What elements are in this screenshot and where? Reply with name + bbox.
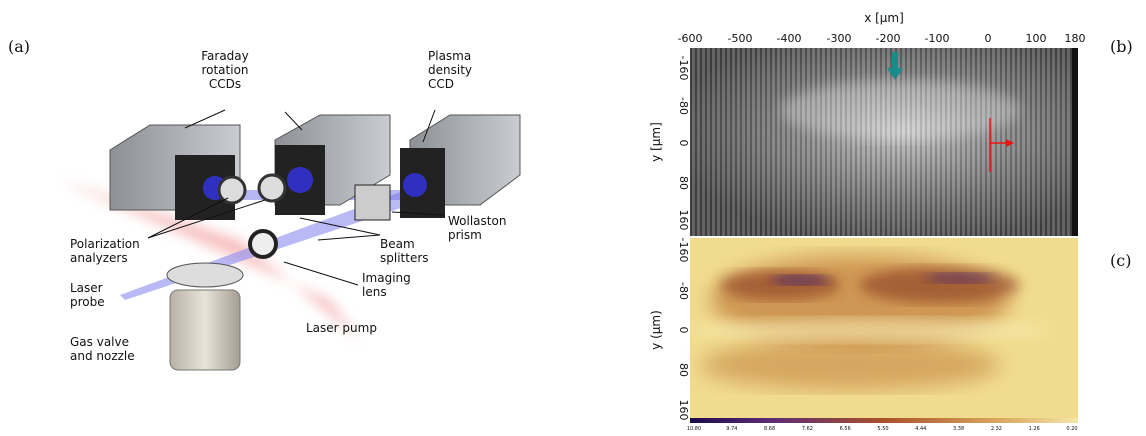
callout-lines <box>147 109 446 286</box>
x-tick-label: 100 <box>1026 32 1047 45</box>
colorbar-tick-label: 7.62 <box>802 426 813 432</box>
prism <box>354 184 391 221</box>
analyzer <box>217 175 247 205</box>
colorbar-tick-label: 10.80 <box>687 426 701 432</box>
schematic-label: Polarization <box>70 237 140 251</box>
schematic-label: splitters <box>380 251 429 265</box>
nozzle <box>169 289 241 371</box>
schematic-label: density <box>428 63 472 77</box>
schematic-label: Plasma <box>428 49 471 63</box>
colorbar-tick-label: 1.26 <box>1029 426 1040 432</box>
schematic-label: probe <box>70 295 105 309</box>
laser-arrow <box>989 118 1008 172</box>
x-tick-label: 0 <box>985 32 992 45</box>
x-tick-label: -300 <box>827 32 852 45</box>
camera <box>400 114 521 218</box>
schematic-label: rotation <box>201 63 248 77</box>
gas-flow-arrow <box>887 68 903 80</box>
colorbar-tick-label: 8.68 <box>764 426 775 432</box>
interferogram <box>690 48 1078 236</box>
colorbar-tick-label: 5.50 <box>877 426 888 432</box>
lens <box>248 229 278 259</box>
y-tick-label: 80 <box>677 363 690 377</box>
y-tick-label: 160 <box>677 210 690 231</box>
density-map <box>690 238 1078 423</box>
laser-arrow <box>1006 139 1014 147</box>
camera <box>109 124 241 220</box>
colorbar-tick-label: 6.56 <box>840 426 851 432</box>
y-tick-label: 80 <box>677 176 690 190</box>
schematic-label: Faraday <box>201 49 249 63</box>
x-tick-label: -600 <box>678 32 703 45</box>
schematic-label: analyzers <box>70 251 128 265</box>
schematic-label: Gas valve <box>70 335 129 349</box>
y-tick-label: 160 <box>677 400 690 421</box>
schematic-label: CCD <box>428 77 454 91</box>
analyzer <box>257 173 287 203</box>
y-tick-label: -80 <box>677 97 690 115</box>
colorbar-tick-label: 4.44 <box>915 426 926 432</box>
colorbar-tick-label: 3.38 <box>953 426 964 432</box>
colorbar <box>690 418 1078 423</box>
schematic-label: Wollaston <box>448 214 506 228</box>
y-tick-label: -160 <box>677 238 690 263</box>
colorbar-tick-label: 0.20 <box>1066 426 1077 432</box>
y-axis-label: y (μm) <box>649 310 663 350</box>
y-tick-label: -80 <box>677 282 690 300</box>
schematic-label: Imaging <box>362 271 411 285</box>
x-tick-label: -200 <box>876 32 901 45</box>
schematic-label: Beam <box>380 237 415 251</box>
y-tick-label: 0 <box>677 327 690 334</box>
y-tick-label: -160 <box>677 56 690 81</box>
x-axis-label: x [μm] <box>864 11 904 25</box>
schematic-label: Laser pump <box>306 321 377 335</box>
schematic-label: CCDs <box>209 77 241 91</box>
panel-label: (c) <box>1110 251 1131 270</box>
nozzle-top <box>166 262 244 288</box>
x-tick-label: -400 <box>777 32 802 45</box>
panel-label: (a) <box>8 37 30 56</box>
y-tick-label: 0 <box>677 140 690 147</box>
x-tick-label: -500 <box>728 32 753 45</box>
schematic-label: Laser <box>70 281 103 295</box>
schematic <box>60 109 521 371</box>
colorbar-tick-label: 2.32 <box>991 426 1002 432</box>
colorbar-tick-label: 9.74 <box>726 426 737 432</box>
schematic-label: and nozzle <box>70 349 135 363</box>
x-tick-label: -100 <box>925 32 950 45</box>
panel-label: (b) <box>1110 37 1133 56</box>
schematic-label: prism <box>448 228 482 242</box>
schematic-label: lens <box>362 285 387 299</box>
x-tick-label: 180 <box>1065 32 1086 45</box>
y-axis-label: y [μm] <box>649 122 663 162</box>
